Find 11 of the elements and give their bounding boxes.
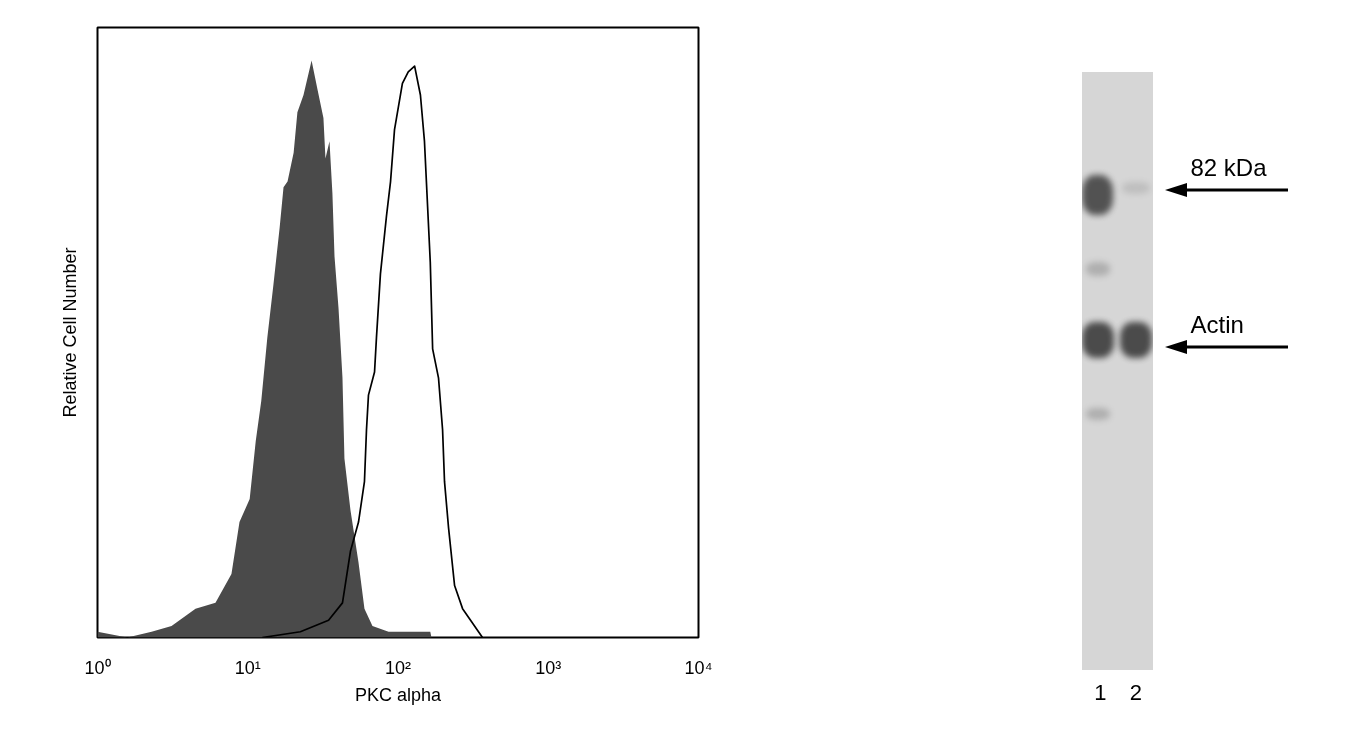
text: Actin xyxy=(1190,310,1244,338)
x-tick-label: 10³ xyxy=(535,657,562,678)
category-label: 2 xyxy=(1129,679,1142,705)
y-axis-title: Relative Cell Number xyxy=(59,247,80,418)
x-tick-label: 10¹ xyxy=(234,657,261,678)
x-axis-title: PKC alpha xyxy=(354,684,443,705)
x-tick-label: 10⁰ xyxy=(84,657,111,678)
text: 82 kDa xyxy=(1190,153,1268,181)
x-tick-label: 10⁴ xyxy=(684,657,713,678)
category-label: 1 xyxy=(1094,679,1107,705)
x-tick-label: 10² xyxy=(384,657,412,678)
